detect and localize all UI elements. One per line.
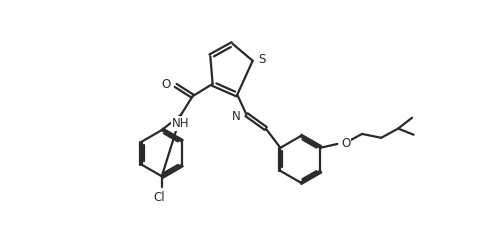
Text: Cl: Cl [153, 191, 165, 204]
Text: O: O [341, 137, 350, 150]
Text: S: S [258, 53, 265, 66]
Text: NH: NH [171, 117, 189, 130]
Text: O: O [161, 78, 170, 91]
Text: N: N [232, 110, 241, 123]
